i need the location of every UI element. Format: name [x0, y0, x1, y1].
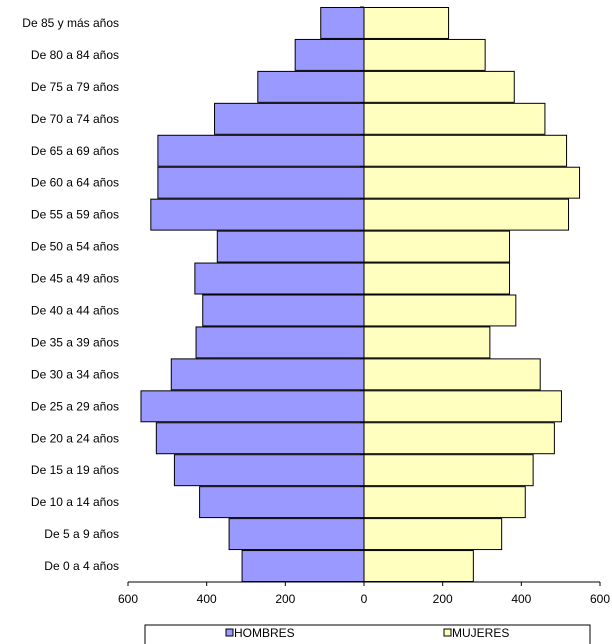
- category-label: De 5 a 9 años: [44, 527, 119, 541]
- bar-mujeres-0: [363, 550, 474, 582]
- bar-mujeres-1: [363, 518, 503, 551]
- category-label: De 25 a 29 años: [31, 399, 119, 413]
- bar-hombres-6: [170, 358, 365, 391]
- category-label: De 80 a 84 años: [31, 48, 119, 62]
- x-tick-label: 0: [361, 592, 368, 606]
- category-label: De 20 a 24 años: [31, 431, 119, 445]
- bar-hombres-8: [202, 294, 365, 327]
- bar-mujeres-5: [363, 390, 562, 423]
- bar-mujeres-17: [363, 7, 450, 39]
- bar-mujeres-2: [363, 486, 526, 519]
- x-tick-label: 200: [433, 592, 453, 606]
- bar-hombres-17: [320, 7, 365, 39]
- legend-box: [144, 624, 591, 644]
- legend-label-mujeres: MUJERES: [452, 626, 509, 640]
- bar-hombres-13: [157, 134, 365, 167]
- bar-hombres-7: [195, 326, 365, 359]
- category-label: De 40 a 44 años: [31, 303, 119, 317]
- category-label: De 60 a 64 años: [31, 176, 119, 190]
- category-label: De 30 a 34 años: [31, 367, 119, 381]
- category-label: De 75 a 79 años: [31, 80, 119, 94]
- category-label: De 35 a 39 años: [31, 335, 119, 349]
- bar-mujeres-9: [363, 262, 511, 295]
- bar-mujeres-8: [363, 294, 517, 327]
- bar-mujeres-11: [363, 198, 570, 231]
- x-tick-label: 400: [511, 592, 531, 606]
- bar-mujeres-4: [363, 422, 555, 455]
- bar-hombres-9: [194, 262, 365, 295]
- category-label: De 85 y más años: [22, 16, 119, 30]
- category-label: De 45 a 49 años: [31, 272, 119, 286]
- x-tick-label: 600: [118, 592, 138, 606]
- bar-hombres-16: [294, 38, 365, 71]
- bar-hombres-5: [140, 390, 365, 423]
- legend: HOMBRES MUJERES: [144, 624, 591, 644]
- bar-hombres-0: [241, 550, 365, 582]
- bar-hombres-3: [173, 454, 365, 487]
- x-tick-label: 200: [275, 592, 295, 606]
- bar-mujeres-16: [363, 38, 486, 71]
- bar-mujeres-7: [363, 326, 491, 359]
- bar-hombres-4: [155, 422, 365, 455]
- legend-swatch-mujeres: [443, 628, 452, 637]
- axes-group: [128, 6, 600, 583]
- bar-mujeres-3: [363, 454, 534, 487]
- bar-mujeres-10: [363, 230, 511, 263]
- category-label: De 50 a 54 años: [31, 240, 119, 254]
- legend-swatch-hombres: [225, 628, 234, 637]
- legend-label-hombres: HOMBRES: [234, 626, 295, 640]
- bar-mujeres-15: [363, 70, 515, 103]
- x-tick-label: 600: [590, 592, 610, 606]
- bar-hombres-2: [199, 486, 365, 519]
- bar-hombres-15: [257, 70, 365, 103]
- bars-group: [140, 7, 581, 582]
- category-label: De 70 a 74 años: [31, 112, 119, 126]
- bar-hombres-10: [216, 230, 365, 263]
- bar-hombres-1: [228, 518, 365, 551]
- bar-mujeres-6: [363, 358, 541, 391]
- x-tick-label: 400: [197, 592, 217, 606]
- bar-mujeres-14: [363, 102, 546, 135]
- category-label: De 10 a 14 años: [31, 495, 119, 509]
- category-labels: De 0 a 4 años De 5 a 9 años De 10 a 14 año…: [22, 16, 119, 573]
- x-axis-ticks: 600 400 200 0 200 400 600: [118, 582, 610, 606]
- category-label: De 65 a 69 años: [31, 144, 119, 158]
- bar-mujeres-12: [363, 166, 581, 199]
- bar-hombres-11: [150, 198, 365, 231]
- category-label: De 0 a 4 años: [44, 559, 119, 573]
- category-label: De 55 a 59 años: [31, 208, 119, 222]
- bar-hombres-14: [214, 102, 365, 135]
- category-label: De 15 a 19 años: [31, 463, 119, 477]
- bar-mujeres-13: [363, 134, 568, 167]
- bar-hombres-12: [157, 166, 365, 199]
